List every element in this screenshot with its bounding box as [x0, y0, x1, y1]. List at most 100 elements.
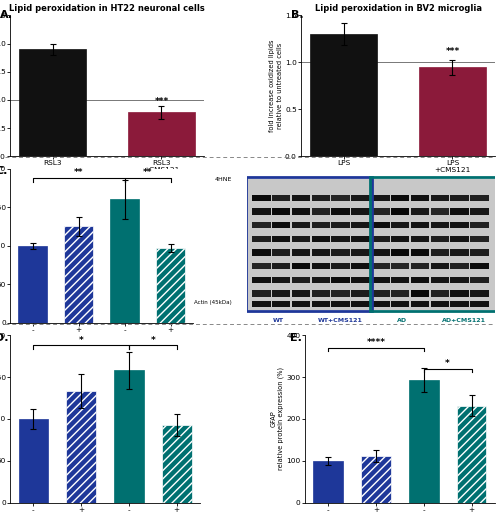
Bar [470, 249, 489, 255]
Bar [391, 195, 409, 201]
Bar [332, 208, 350, 214]
Bar [18, 419, 48, 503]
Bar [450, 301, 469, 307]
FancyBboxPatch shape [247, 180, 495, 310]
Text: **: ** [74, 168, 84, 177]
Bar [292, 208, 310, 214]
Bar [272, 222, 290, 228]
Bar [450, 277, 469, 283]
Bar [430, 249, 449, 255]
Bar [332, 290, 350, 297]
Bar [410, 290, 430, 297]
Bar [430, 195, 449, 201]
Bar [272, 301, 290, 307]
Bar [371, 249, 390, 255]
Bar [391, 290, 409, 297]
Bar [391, 222, 409, 228]
Bar [312, 208, 330, 214]
Bar [371, 290, 390, 297]
Bar [332, 301, 350, 307]
Bar [252, 277, 270, 283]
Bar [470, 290, 489, 297]
Bar [332, 277, 350, 283]
Bar [371, 208, 390, 214]
Bar [430, 208, 449, 214]
Bar [410, 222, 430, 228]
Bar [409, 380, 438, 503]
Bar [450, 208, 469, 214]
Bar [371, 195, 390, 201]
Bar [292, 222, 310, 228]
Bar [410, 208, 430, 214]
Text: ***: *** [446, 47, 460, 56]
Bar [272, 195, 290, 201]
Bar [456, 405, 486, 503]
Text: AD: AD [397, 318, 407, 323]
Bar [332, 236, 350, 242]
Bar [252, 208, 270, 214]
Bar [252, 301, 270, 307]
Text: WT: WT [272, 318, 283, 323]
Bar [162, 425, 192, 503]
Bar [312, 290, 330, 297]
Bar [292, 301, 310, 307]
Title: Lipid peroxidation in BV2 microglia: Lipid peroxidation in BV2 microglia [314, 4, 482, 13]
Bar [312, 222, 330, 228]
Bar [450, 290, 469, 297]
Bar [312, 249, 330, 255]
Bar [391, 249, 409, 255]
Bar [371, 263, 390, 269]
Bar [410, 195, 430, 201]
Bar [332, 195, 350, 201]
Bar [371, 277, 390, 283]
Bar [292, 263, 310, 269]
Bar [292, 249, 310, 255]
Bar [128, 112, 195, 156]
Bar [252, 263, 270, 269]
Bar [430, 222, 449, 228]
Bar [310, 34, 378, 156]
Text: *: * [446, 360, 450, 368]
Bar [450, 263, 469, 269]
Bar [351, 236, 370, 242]
Bar [470, 222, 489, 228]
Bar [272, 208, 290, 214]
Bar [430, 301, 449, 307]
Bar [110, 200, 139, 323]
Bar [114, 370, 144, 503]
Bar [391, 263, 409, 269]
Bar [351, 195, 370, 201]
Bar [64, 226, 93, 323]
Bar [312, 236, 330, 242]
Text: 4HNE: 4HNE [215, 177, 232, 182]
Bar [410, 236, 430, 242]
Bar [156, 248, 185, 323]
Text: AD: AD [142, 349, 154, 358]
Bar [351, 301, 370, 307]
Text: WT+CMS121: WT+CMS121 [318, 318, 362, 323]
Bar [470, 277, 489, 283]
Bar [252, 222, 270, 228]
Text: E.: E. [290, 332, 302, 343]
Bar [272, 249, 290, 255]
Bar [252, 249, 270, 255]
Bar [351, 277, 370, 283]
Bar [332, 263, 350, 269]
Bar [312, 301, 330, 307]
Bar [351, 222, 370, 228]
Bar [312, 195, 330, 201]
Bar [470, 263, 489, 269]
Bar [314, 461, 343, 503]
Bar [450, 249, 469, 255]
Text: A.: A. [0, 10, 13, 20]
Bar [292, 290, 310, 297]
Bar [410, 277, 430, 283]
Bar [410, 263, 430, 269]
Y-axis label: GFAP
relative protein expression (%): GFAP relative protein expression (%) [270, 367, 284, 470]
Bar [391, 208, 409, 214]
Bar [391, 301, 409, 307]
Bar [292, 277, 310, 283]
Bar [332, 249, 350, 255]
Text: *: * [79, 336, 84, 345]
Bar [470, 236, 489, 242]
